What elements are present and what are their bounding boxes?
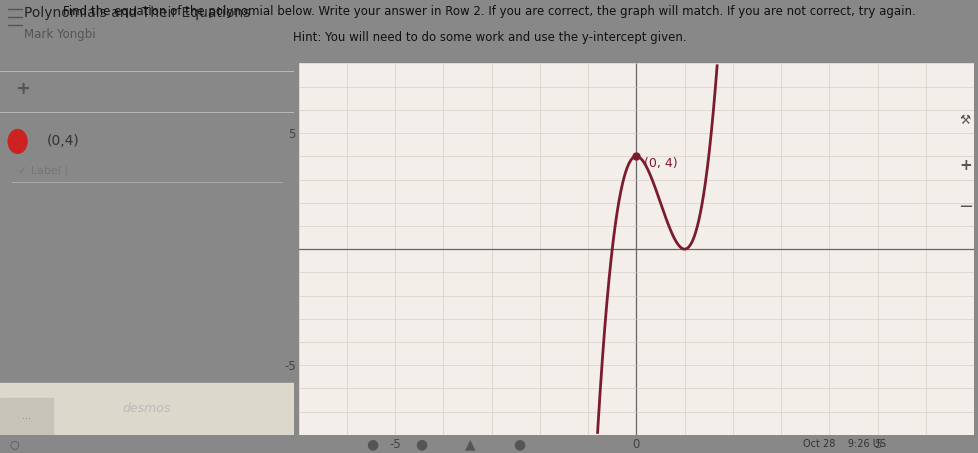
Text: ●: ● [415,437,426,451]
Text: (0,4): (0,4) [47,135,79,149]
Text: Mark Yongbi: Mark Yongbi [24,28,96,40]
Text: Hint: You will need to do some work and use the y-intercept given.: Hint: You will need to do some work and … [292,31,686,43]
Text: ●: ● [512,437,524,451]
Text: ×: × [258,111,271,127]
Text: ▲: ▲ [465,437,474,451]
Text: ○: ○ [10,439,20,449]
Text: ⚒: ⚒ [958,114,970,126]
Bar [0,398,53,435]
Text: ...: ... [22,411,31,421]
Text: +: + [957,158,971,173]
Text: Oct 28    9:26 US: Oct 28 9:26 US [802,439,885,449]
Bar [0,383,293,435]
Text: Polynomials and Their Equations: Polynomials and Their Equations [24,6,250,20]
Text: −: − [956,198,972,216]
Text: desmos: desmos [122,402,171,415]
Text: ●: ● [366,437,378,451]
Circle shape [8,130,27,153]
Text: «: « [241,82,249,97]
Text: ⚙: ⚙ [205,82,218,96]
Text: +: + [15,81,29,98]
Text: ✓ Label |: ✓ Label | [18,166,67,176]
Text: Find the equation of the polynomial below. Write your answer in Row 2. If you ar: Find the equation of the polynomial belo… [63,5,915,18]
Text: (0, 4): (0, 4) [643,158,677,170]
